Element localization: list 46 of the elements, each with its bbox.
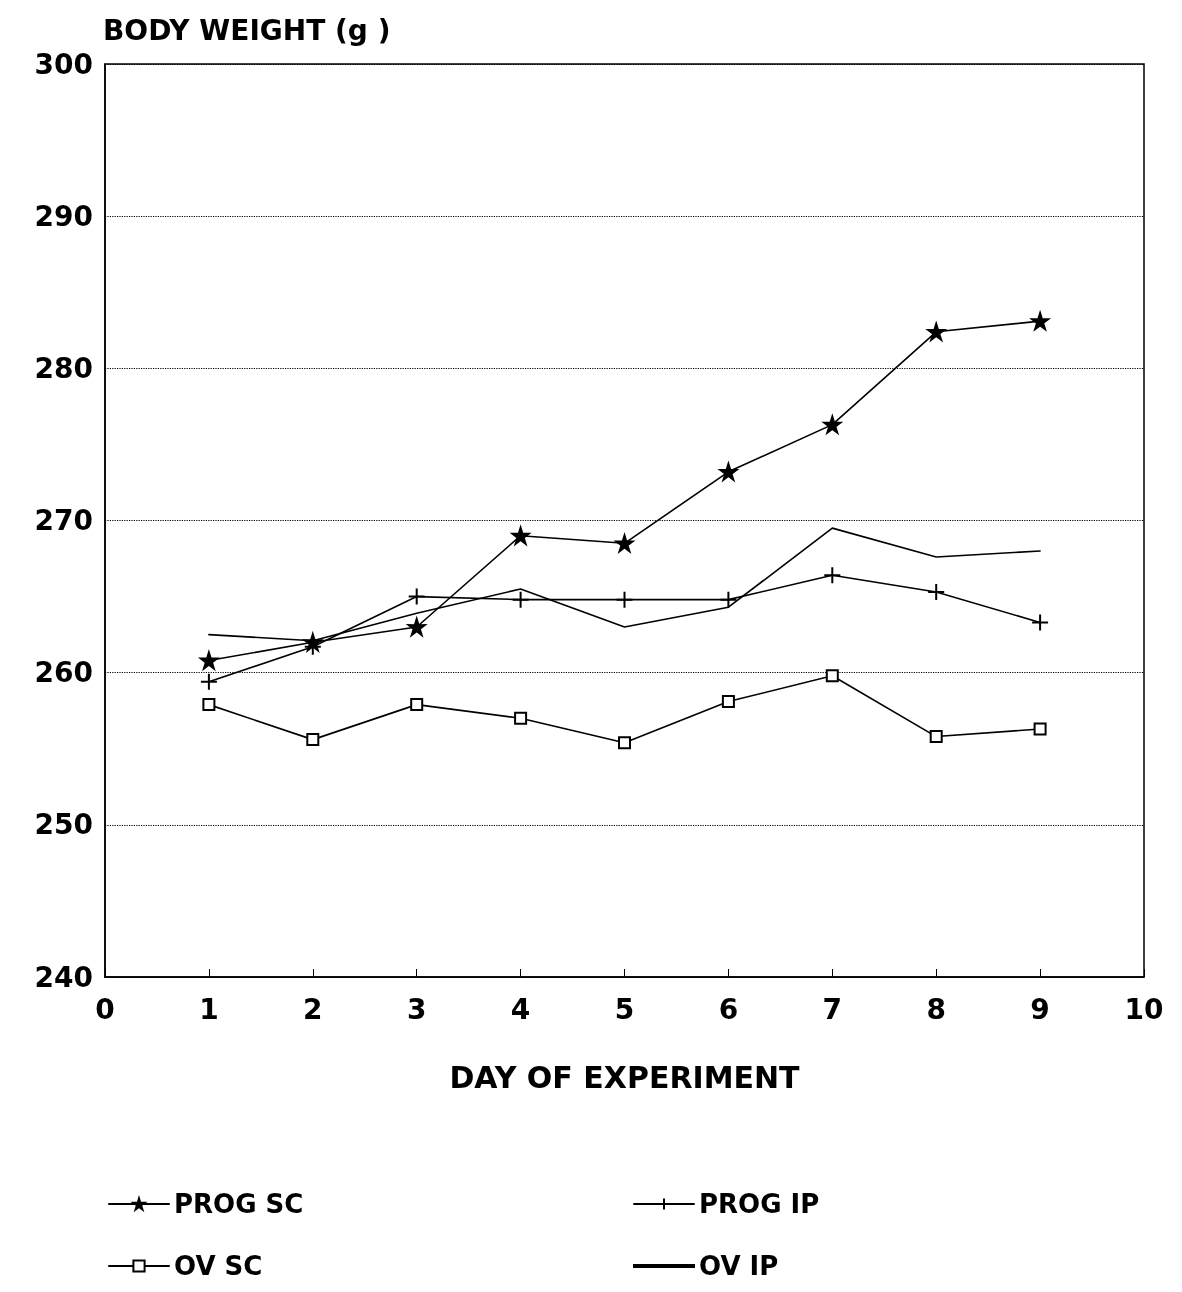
point	[823, 566, 842, 585]
x-axis-title: DAY OF EXPERIMENT	[449, 1059, 801, 1095]
x-tick-label: 9	[1030, 992, 1050, 1026]
point	[306, 733, 320, 747]
x-tick-label: 6	[718, 992, 739, 1026]
point	[825, 669, 839, 683]
point	[821, 413, 844, 436]
x-tick-label: 1	[199, 992, 219, 1026]
point	[721, 695, 735, 709]
y-tick-label: 280	[34, 351, 93, 385]
point	[717, 460, 740, 483]
y-tick-label: 250	[34, 808, 93, 842]
legend-label: PROG SC	[174, 1189, 304, 1219]
point	[407, 587, 426, 606]
x-tick-label: 2	[303, 992, 323, 1026]
point	[925, 320, 947, 343]
x-tick-label: 3	[406, 992, 427, 1026]
point	[514, 711, 528, 725]
point	[719, 590, 738, 609]
y-tick-label: 300	[34, 47, 93, 81]
point	[929, 730, 943, 744]
legend-label: OV IP	[699, 1251, 779, 1281]
point	[1033, 722, 1047, 736]
point	[615, 590, 634, 609]
point	[410, 698, 424, 712]
legend-label: PROG IP	[699, 1189, 820, 1219]
point	[202, 698, 216, 712]
point	[618, 736, 631, 750]
legend-label: OV SC	[174, 1251, 263, 1281]
x-tick-label: 4	[510, 992, 531, 1026]
point	[199, 672, 218, 691]
y-tick-label: 270	[34, 504, 93, 537]
x-tick-label: 8	[926, 992, 946, 1026]
y-tick-label: 240	[34, 960, 93, 994]
x-tick-label: 5	[614, 992, 635, 1026]
y-tick-label: 260	[34, 656, 93, 690]
y-axis-title: BODY WEIGHT (g )	[103, 13, 391, 47]
point	[509, 524, 532, 547]
point	[198, 649, 220, 672]
point	[927, 583, 946, 602]
x-tick-label: 7	[822, 992, 843, 1026]
x-tick-label: 10	[1124, 992, 1164, 1026]
point	[1031, 613, 1050, 632]
y-tick-label: 290	[34, 199, 93, 233]
point	[511, 590, 530, 609]
x-tick-label: 0	[95, 992, 115, 1026]
